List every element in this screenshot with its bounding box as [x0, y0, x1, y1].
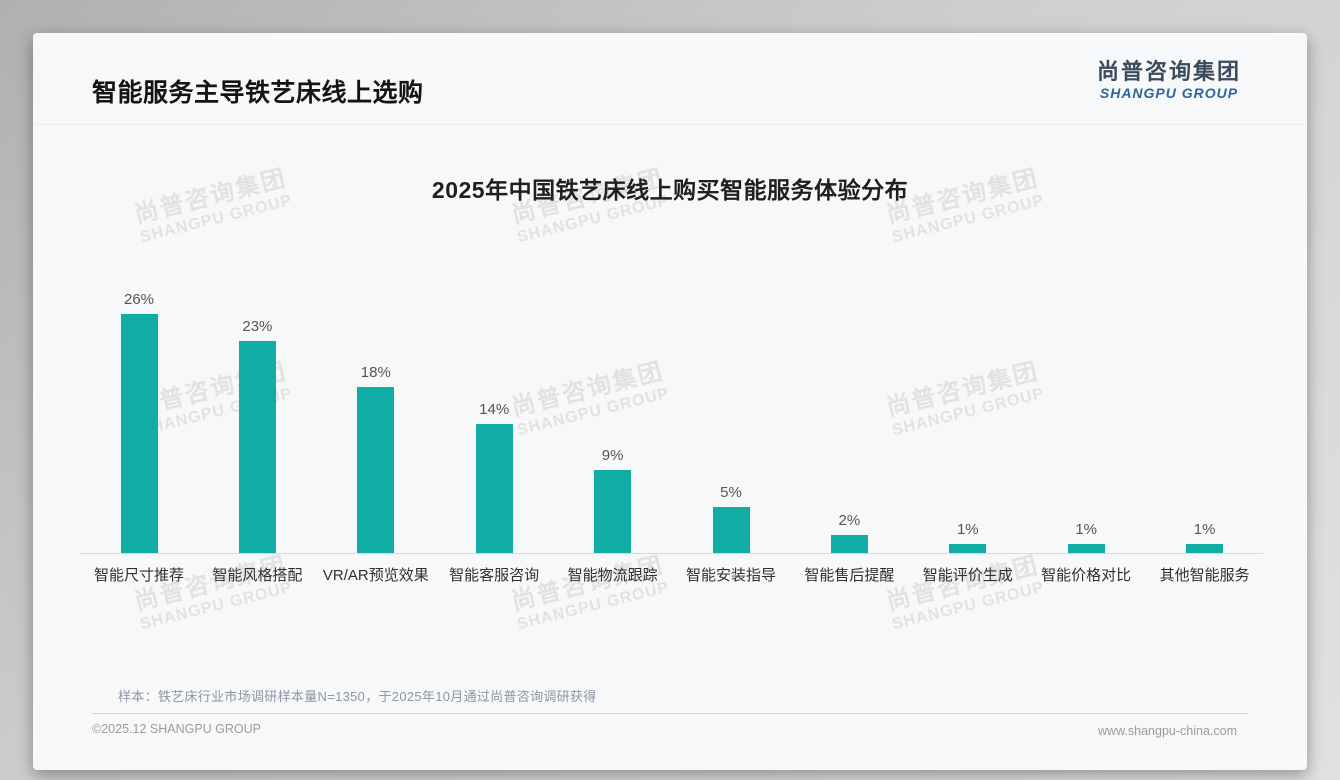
x-axis-label: VR/AR预览效果 — [322, 567, 429, 584]
x-axis-label: 智能尺寸推荐 — [93, 567, 184, 584]
footer-website: www.shangpu-china.com — [1098, 724, 1237, 738]
sample-note: 样本：铁艺床行业市场调研样本量N=1350，于2025年10月通过尚普咨询调研获… — [118, 689, 597, 704]
bar-智能评价生成 — [949, 544, 987, 553]
bar-智能安装指导 — [712, 507, 750, 553]
x-axis-label: 智能物流跟踪 — [567, 567, 658, 584]
bar-value-label: 23% — [242, 318, 273, 335]
bar-智能售后提醒 — [830, 535, 868, 553]
bar-chart: 26% 智能尺寸推荐 23% 智能风格搭配 18% VR/AR预览效果 14% 智能客服咨询 9… — [33, 33, 1307, 770]
bar-value-label: 18% — [360, 364, 391, 381]
x-axis-label: 智能安装指导 — [685, 567, 776, 584]
footer-copyright: ©2025.12 SHANGPU GROUP — [92, 722, 261, 736]
bar-value-label: 14% — [479, 401, 510, 418]
bar-VR/AR预览效果 — [357, 387, 395, 553]
bar-value-label: 5% — [720, 484, 742, 501]
bar-其他智能服务 — [1186, 544, 1224, 553]
bar-value-label: 1% — [956, 521, 979, 538]
x-axis-label: 智能风格搭配 — [212, 567, 303, 584]
x-axis-label: 智能售后提醒 — [804, 567, 895, 584]
bar-value-label: 26% — [123, 291, 155, 308]
logo-chinese-name: 尚普咨询集团 — [1096, 59, 1241, 84]
x-axis-label: 其他智能服务 — [1159, 567, 1250, 584]
x-axis-label: 智能价格对比 — [1041, 567, 1132, 584]
bar-value-label: 2% — [838, 512, 861, 529]
chart-title: 2025年中国铁艺床线上购买智能服务体验分布 — [431, 177, 909, 203]
x-axis-label: 智能客服咨询 — [449, 567, 540, 584]
bar-智能物流跟踪 — [594, 470, 632, 553]
bar-value-label: 1% — [1193, 521, 1216, 538]
logo-english-name: SHANGPU GROUP — [1099, 85, 1239, 102]
page-title: 智能服务主导铁艺床线上选购 — [92, 79, 424, 107]
x-axis-label: 智能评价生成 — [922, 567, 1013, 584]
bar-智能客服咨询 — [475, 424, 513, 553]
bar-value-label: 9% — [601, 447, 624, 464]
bar-智能风格搭配 — [238, 341, 276, 553]
footer-divider — [92, 713, 1248, 714]
bar-智能尺寸推荐 — [120, 314, 158, 553]
company-logo: 尚普咨询集团 SHANGPU GROUP — [1097, 59, 1241, 102]
bar-智能价格对比 — [1067, 544, 1105, 553]
bar-value-label: 1% — [1075, 521, 1098, 538]
header-divider — [33, 124, 1307, 125]
report-card: 尚普咨询集团 SHANGPU GROUP 尚普咨询集团 SHANGPU GROUP 尚普… — [33, 33, 1307, 770]
x-axis-line — [80, 553, 1263, 554]
